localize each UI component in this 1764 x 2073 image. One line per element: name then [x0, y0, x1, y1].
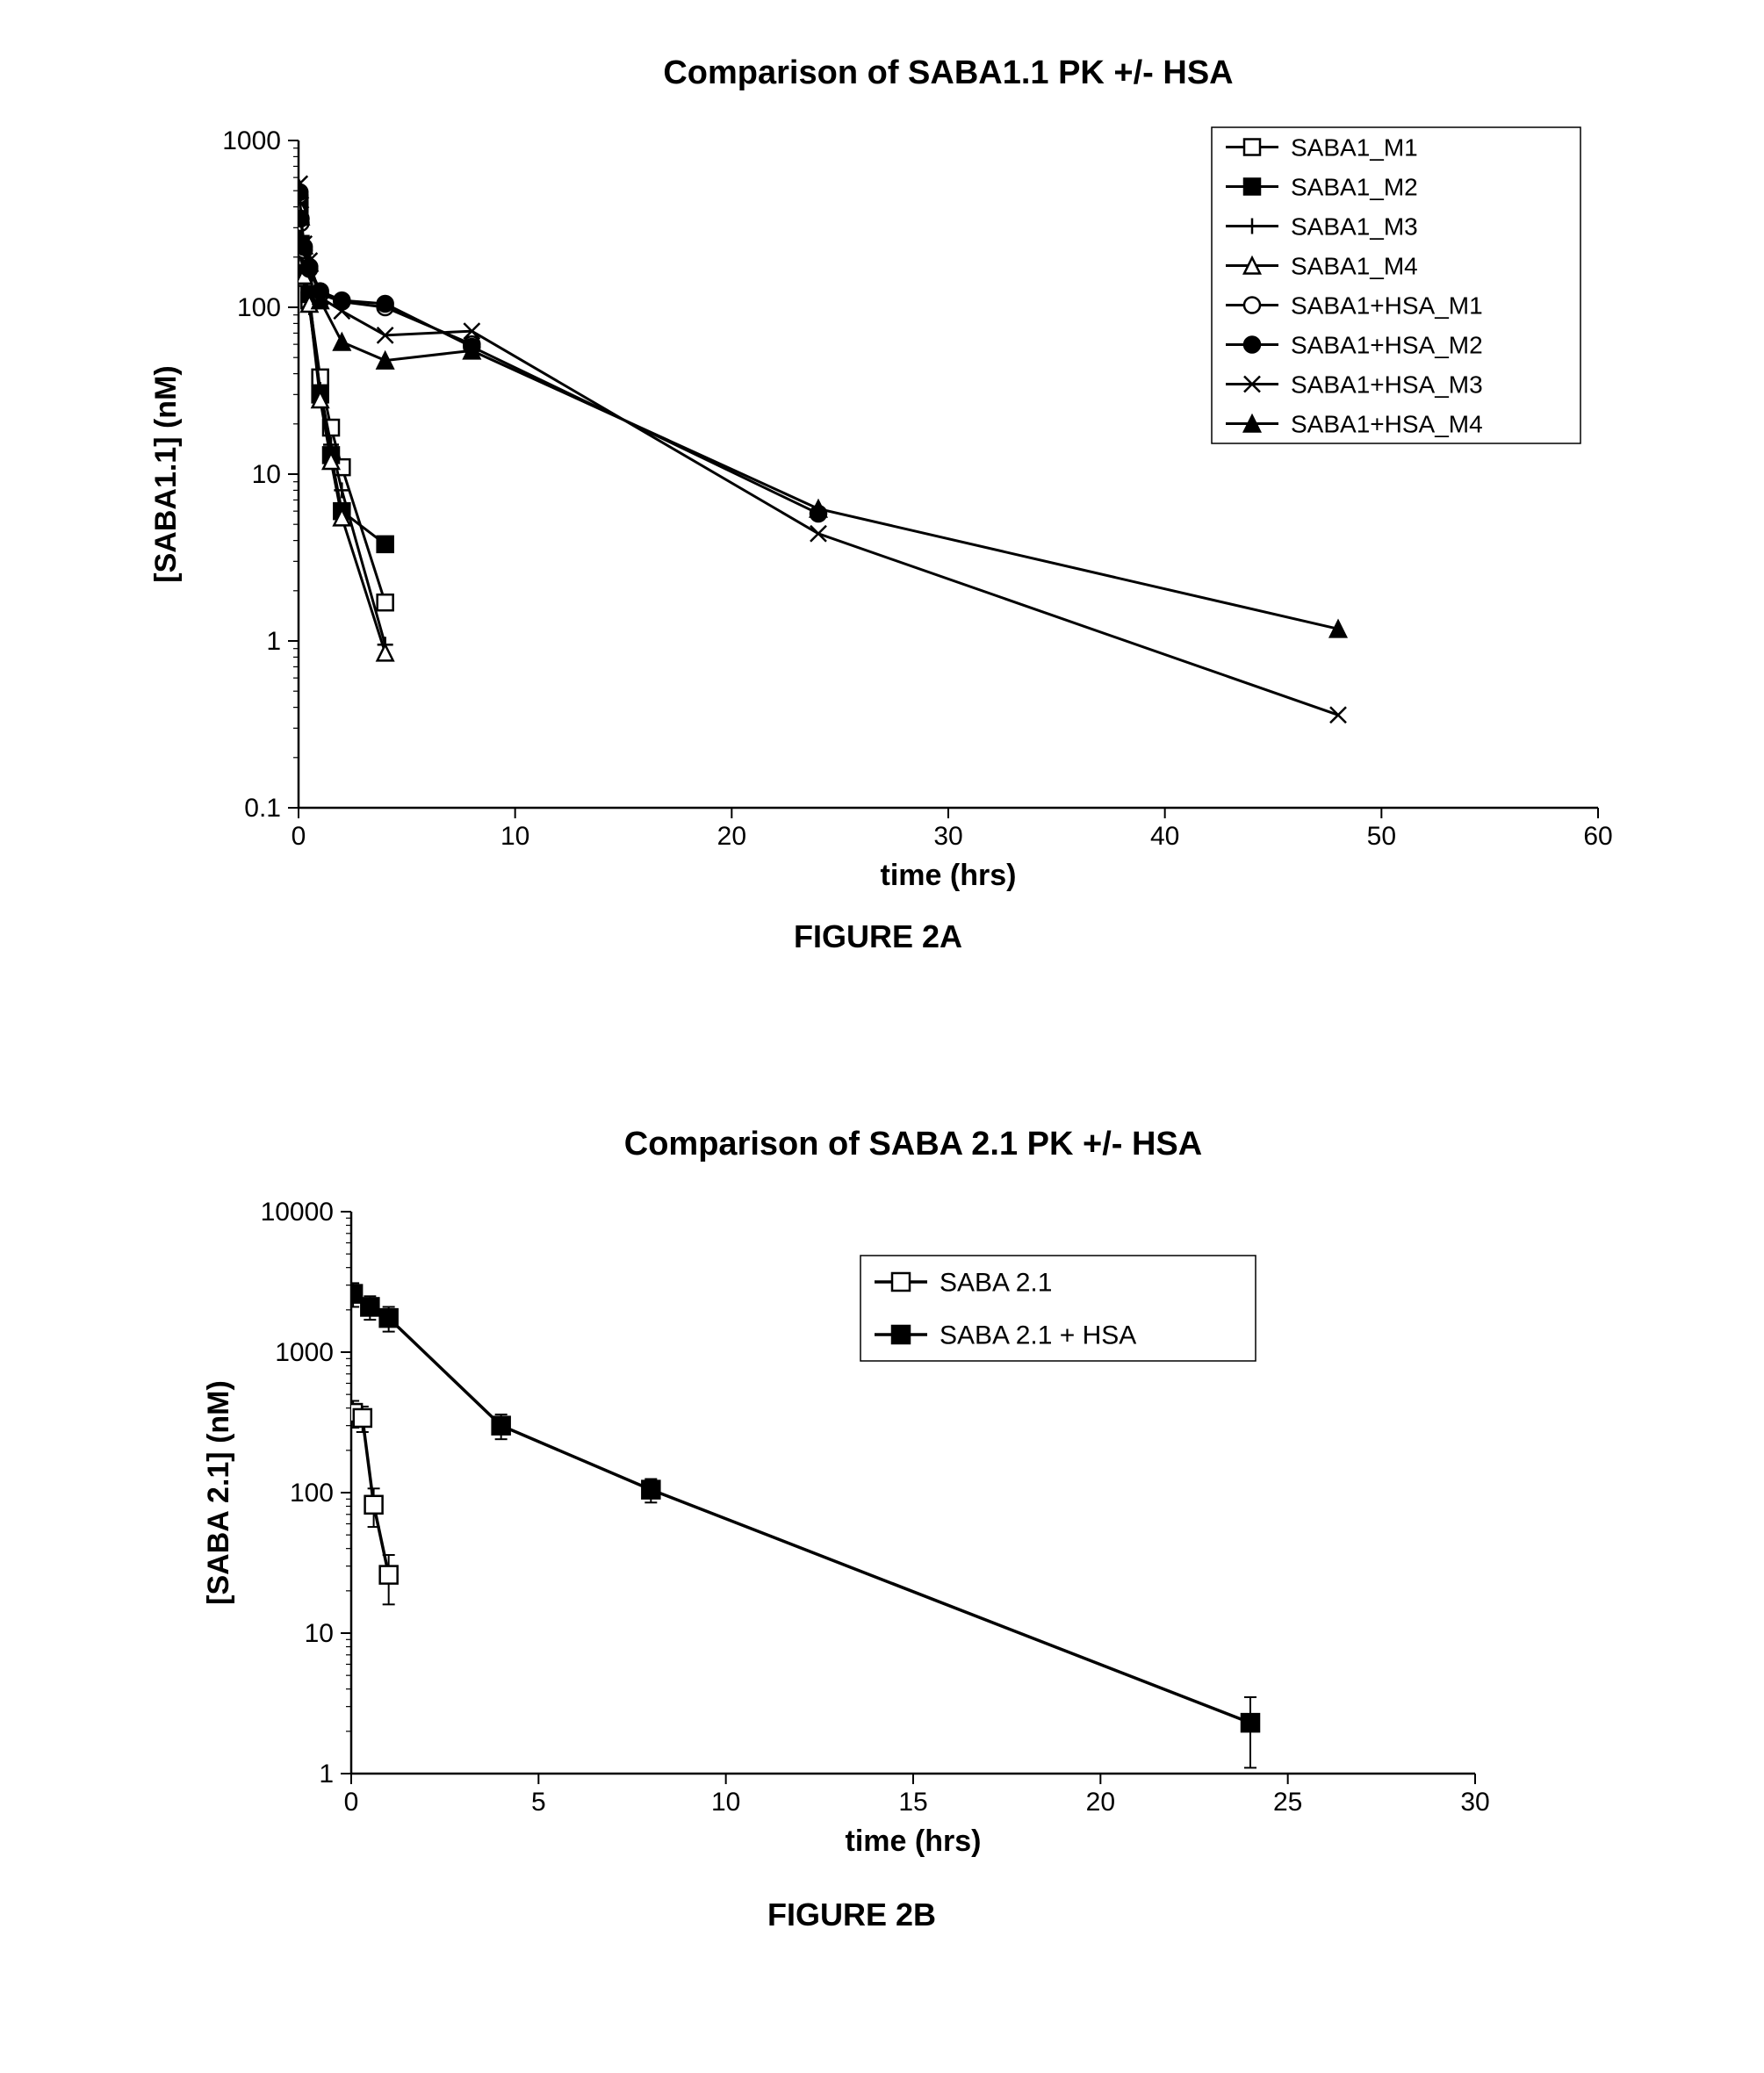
- chart-a-svg: Comparison of SABA1.1 PK +/- HSA 0.1 1 10 10…: [105, 35, 1651, 913]
- svg-text:0.1: 0.1: [244, 794, 281, 823]
- svg-text:1: 1: [266, 627, 281, 656]
- svg-text:SABA1_M3: SABA1_M3: [1291, 212, 1418, 240]
- svg-text:10: 10: [305, 1619, 334, 1648]
- svg-text:SABA1+HSA_M3: SABA1+HSA_M3: [1291, 371, 1483, 398]
- svg-text:1: 1: [319, 1760, 334, 1789]
- svg-text:30: 30: [1460, 1788, 1489, 1817]
- svg-text:1000: 1000: [275, 1338, 334, 1367]
- svg-text:SABA1_M1: SABA1_M1: [1291, 133, 1418, 161]
- svg-text:Comparison of SABA1.1 PK +/- H: Comparison of SABA1.1 PK +/- HSA: [663, 54, 1233, 91]
- svg-text:40: 40: [1150, 822, 1179, 851]
- svg-text:[SABA 2.1] (nM): [SABA 2.1] (nM): [202, 1380, 235, 1605]
- chart-b-svg: Comparison of SABA 2.1 PK +/- HSA1101001…: [140, 1106, 1563, 1879]
- svg-text:Comparison of SABA 2.1 PK +/-: Comparison of SABA 2.1 PK +/- HSA: [624, 1126, 1202, 1162]
- figure-caption-b: FIGURE 2B: [140, 1897, 1563, 1933]
- svg-text:[SABA1.1] (nM): [SABA1.1] (nM): [149, 365, 183, 582]
- svg-text:20: 20: [717, 822, 746, 851]
- svg-text:SABA1_M4: SABA1_M4: [1291, 252, 1418, 279]
- svg-text:10000: 10000: [261, 1198, 334, 1227]
- svg-text:0: 0: [292, 822, 306, 851]
- svg-text:100: 100: [290, 1479, 334, 1508]
- svg-text:SABA1_M2: SABA1_M2: [1291, 173, 1418, 200]
- svg-text:SABA 2.1 + HSA: SABA 2.1 + HSA: [940, 1321, 1136, 1350]
- svg-text:25: 25: [1273, 1788, 1302, 1817]
- svg-text:time (hrs): time (hrs): [881, 859, 1017, 892]
- svg-text:60: 60: [1583, 822, 1612, 851]
- svg-text:10: 10: [711, 1788, 740, 1817]
- svg-text:SABA 2.1: SABA 2.1: [940, 1269, 1052, 1298]
- svg-text:30: 30: [933, 822, 962, 851]
- svg-text:1000: 1000: [222, 126, 281, 155]
- svg-text:5: 5: [531, 1788, 546, 1817]
- figure-caption-a: FIGURE 2A: [105, 918, 1651, 955]
- svg-text:15: 15: [898, 1788, 927, 1817]
- svg-text:10: 10: [500, 822, 529, 851]
- svg-text:100: 100: [237, 293, 281, 322]
- page-root: Comparison of SABA1.1 PK +/- HSA0.111010…: [0, 0, 1764, 2073]
- svg-text:10: 10: [252, 460, 281, 489]
- svg-text:20: 20: [1086, 1788, 1115, 1817]
- svg-text:SABA1+HSA_M2: SABA1+HSA_M2: [1291, 331, 1483, 358]
- svg-text:SABA1+HSA_M4: SABA1+HSA_M4: [1291, 410, 1483, 437]
- svg-text:0: 0: [344, 1788, 359, 1817]
- chart-b: Comparison of SABA 2.1 PK +/- HSA1101001…: [140, 1106, 1563, 1949]
- svg-text:50: 50: [1367, 822, 1396, 851]
- svg-text:SABA1+HSA_M1: SABA1+HSA_M1: [1291, 292, 1483, 319]
- svg-text:time (hrs): time (hrs): [846, 1825, 982, 1858]
- chart-a: Comparison of SABA1.1 PK +/- HSA 0.1 1 10 10…: [105, 35, 1651, 948]
